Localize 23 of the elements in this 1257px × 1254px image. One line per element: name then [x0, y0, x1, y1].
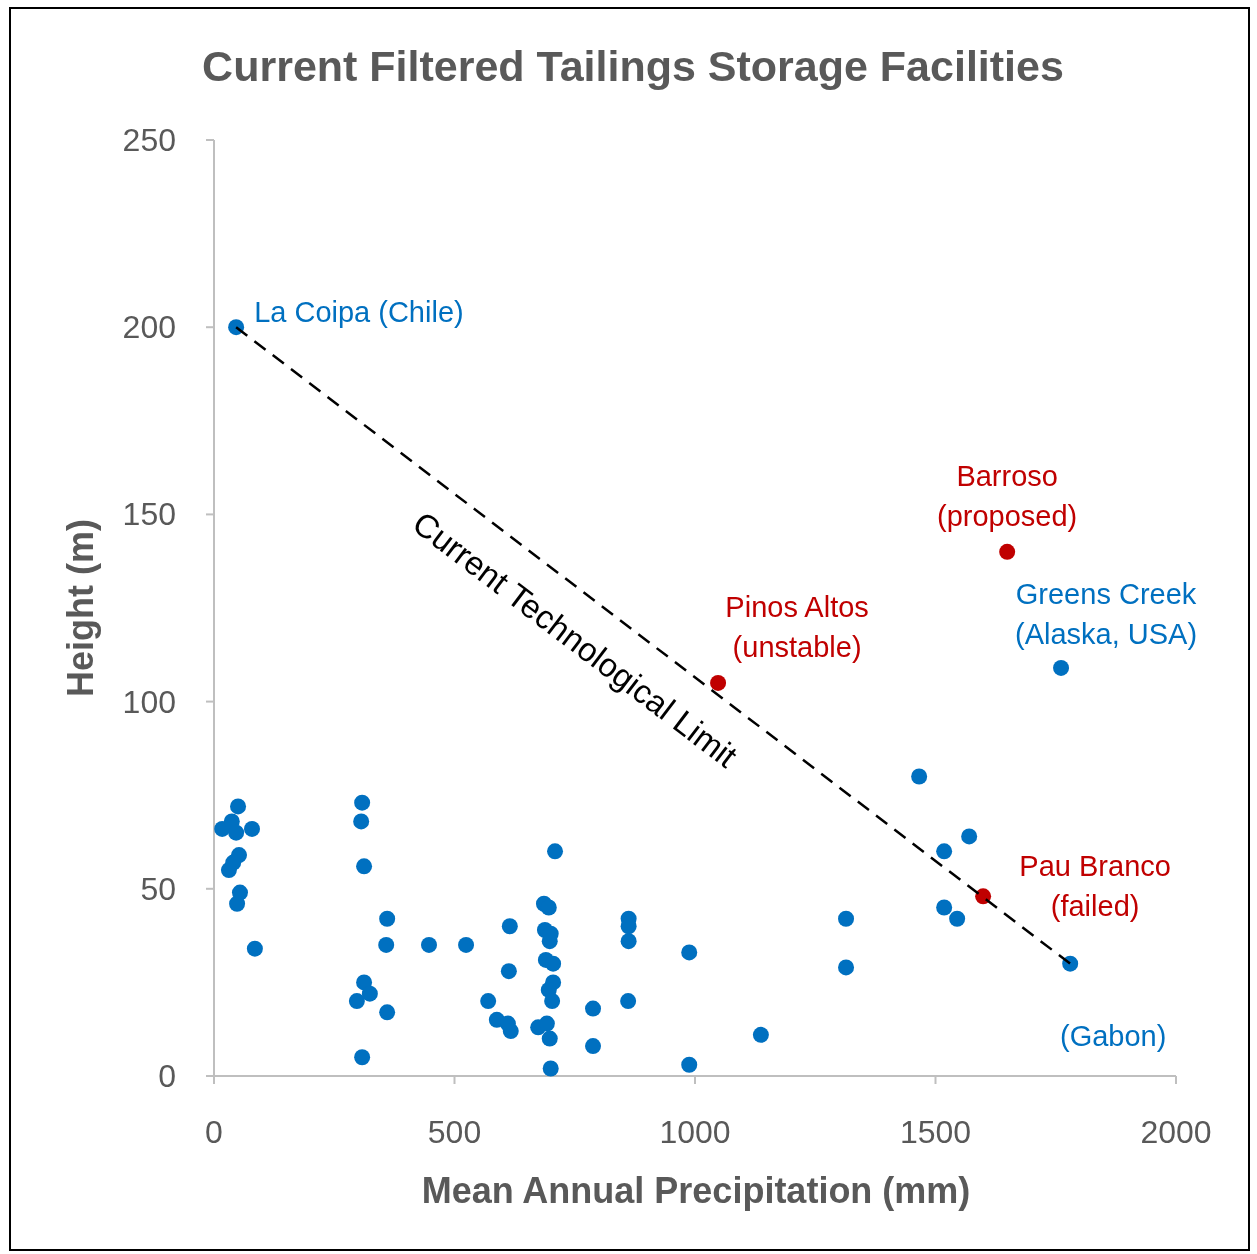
y-tick-label: 100: [122, 683, 176, 720]
y-tick-label: 200: [122, 309, 176, 346]
x-tick-label: 500: [427, 1114, 482, 1150]
y-tick-label: 50: [140, 870, 176, 907]
x-tick-label: 1500: [899, 1114, 972, 1150]
x-tick-label: 1000: [659, 1114, 731, 1150]
y-axis-title: Height (m): [59, 519, 101, 697]
x-axis-title: Mean Annual Precipitation (mm): [421, 1169, 971, 1211]
annotation: Pinos Altos (unstable): [725, 590, 869, 663]
point: [710, 674, 727, 691]
point: [999, 543, 1016, 560]
annotation: Pau Branco (failed): [1019, 850, 1171, 923]
y-tick-label: 150: [122, 496, 176, 533]
chart-title: Current Filtered Tailings Storage Facilities: [202, 42, 1064, 90]
annotation: La Coipa (Chile): [254, 296, 464, 329]
y-tick-label: 0: [158, 1058, 176, 1094]
annotation: Barroso (proposed): [937, 459, 1078, 532]
point: [975, 888, 992, 905]
x-tick-label: 0: [205, 1114, 223, 1150]
annotation: (Gabon): [1059, 1019, 1167, 1052]
x-tick-label: 2000: [1140, 1114, 1212, 1150]
annotation: Greens Creek (Alaska, USA): [1014, 577, 1198, 650]
y-tick-label: 250: [122, 122, 176, 158]
